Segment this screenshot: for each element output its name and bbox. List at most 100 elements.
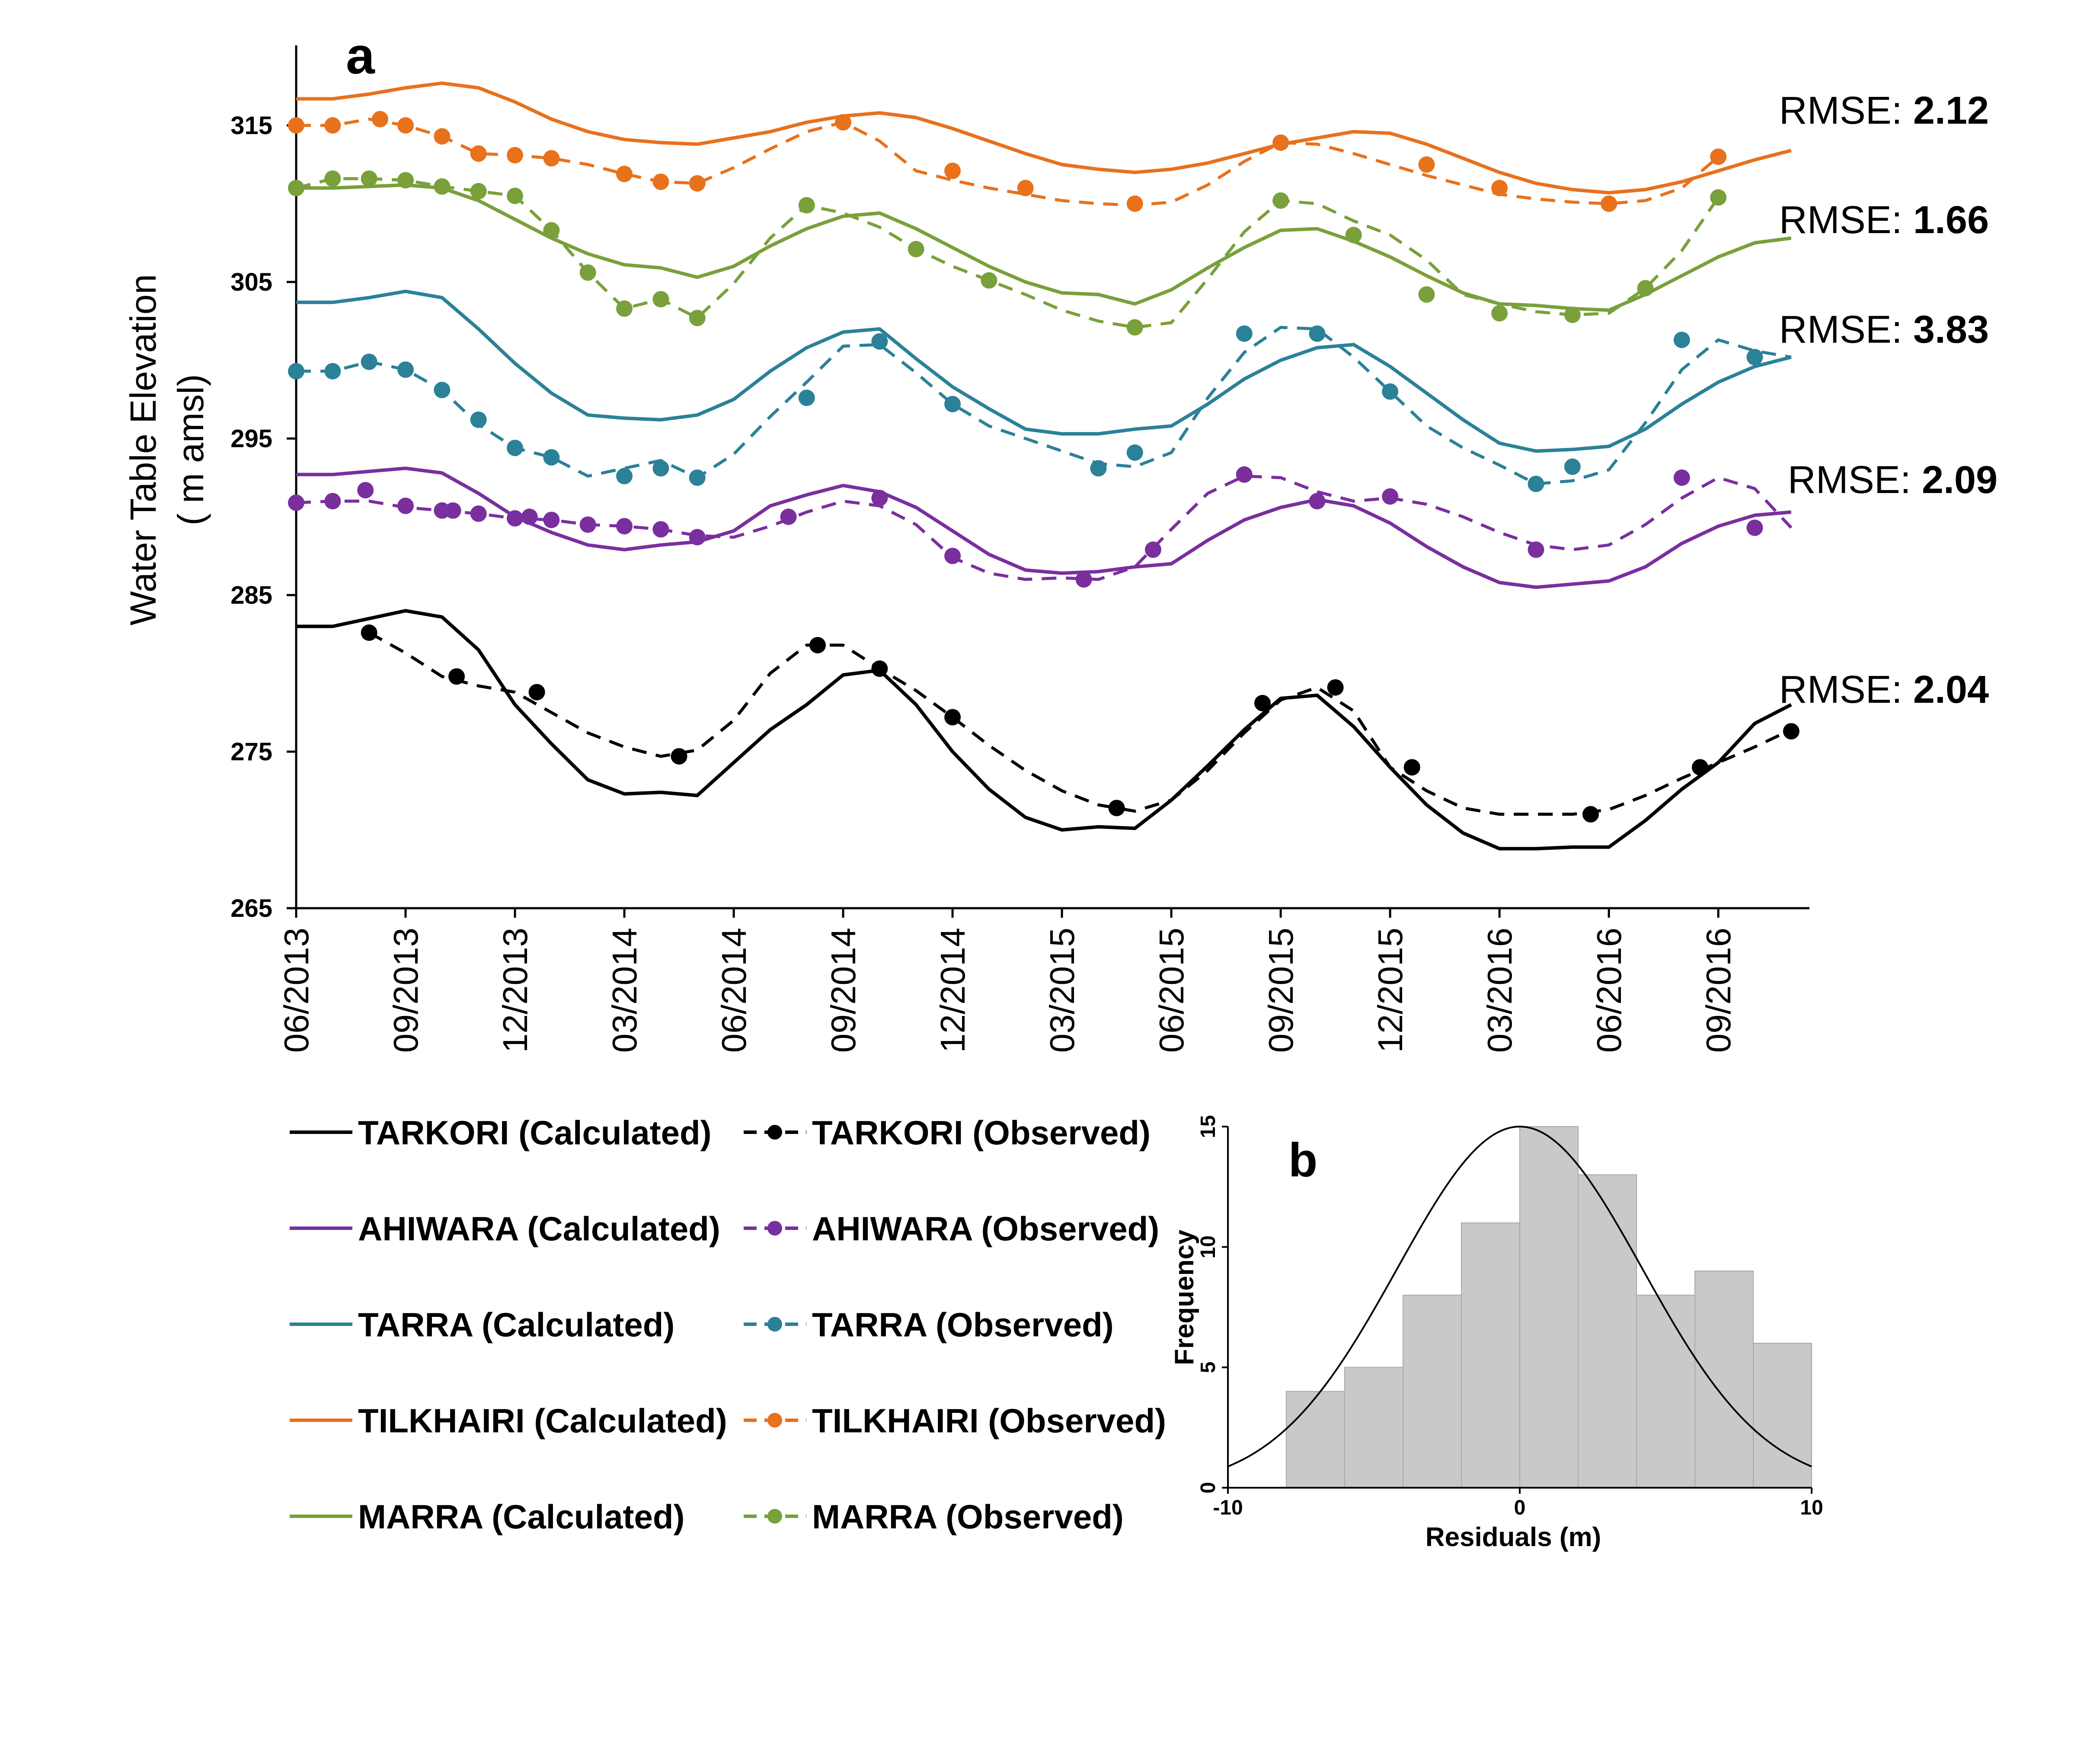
marra-observed-point bbox=[798, 197, 815, 214]
ahiwara-observed-point bbox=[1382, 488, 1399, 505]
tarkori-observed-point bbox=[361, 624, 377, 641]
x-tick-label: 09/2013 bbox=[387, 928, 425, 1053]
tilkhairi-observed-line bbox=[296, 118, 1720, 207]
ahiwara-observed-point bbox=[288, 494, 304, 511]
tarra-observed-point bbox=[434, 381, 451, 398]
ahiwara-observed-point bbox=[543, 512, 560, 528]
x-tick-label: 03/2014 bbox=[605, 928, 644, 1053]
ahiwara-observed-point bbox=[871, 490, 888, 506]
tilkhairi-observed-point bbox=[1418, 156, 1435, 173]
x-tick-label: 06/2016 bbox=[1590, 928, 1628, 1053]
histogram-bar bbox=[1403, 1294, 1462, 1489]
marra-observed-point bbox=[470, 183, 487, 200]
tarkori-observed-point bbox=[1327, 679, 1344, 696]
tilkhairi-observed-point bbox=[1126, 195, 1143, 212]
histogram-y-label: Frequency bbox=[1170, 1230, 1199, 1365]
marra-observed-point bbox=[543, 222, 560, 239]
y-axis-title: Water Table Elevation bbox=[123, 274, 163, 625]
histogram-y-tick-label: 10 bbox=[1197, 1236, 1220, 1258]
tarra-calculated-line bbox=[296, 289, 1792, 453]
ahiwara-observed-point bbox=[470, 505, 487, 522]
normal-curve-line bbox=[1227, 1125, 1812, 1467]
marra-observed-point bbox=[361, 170, 377, 187]
marra-observed-point bbox=[1272, 192, 1289, 209]
tilkhairi-observed-point bbox=[543, 150, 560, 167]
x-tick-label: 12/2013 bbox=[496, 928, 534, 1053]
tilkhairi-observed-point bbox=[1710, 148, 1727, 165]
tarkori-observed-point bbox=[1403, 759, 1420, 776]
marra-observed-point bbox=[507, 187, 524, 204]
panel-a-line-chart: a Water Table Elevation ( m amsl) 265 275… bbox=[123, 27, 1998, 1053]
tilkhairi-observed-point bbox=[835, 114, 852, 131]
ahiwara-observed-point bbox=[507, 510, 524, 527]
marra-observed-point bbox=[1126, 319, 1143, 336]
ahiwara-observed-point bbox=[1309, 493, 1326, 509]
tarra-observed-point bbox=[1673, 331, 1690, 348]
marra-observed-point bbox=[616, 300, 633, 317]
histogram-bar bbox=[1344, 1367, 1403, 1489]
tilkhairi-observed-point bbox=[288, 117, 304, 134]
marra-observed-point bbox=[908, 240, 924, 257]
x-tick-label: 09/2014 bbox=[824, 928, 863, 1053]
tilkhairi-observed-point bbox=[1272, 134, 1289, 151]
legend-label-ahiwara-calculated: AHIWARA (Calculated) bbox=[358, 1210, 720, 1248]
panel-b-label: b bbox=[1288, 1134, 1317, 1187]
panel-a-axes: 265 275 285 295 305 315 06/2013 09/2013 12/2013 0… bbox=[230, 45, 1809, 1053]
histogram-y-tick-label: 15 bbox=[1197, 1115, 1220, 1138]
marra-calculated-line bbox=[296, 183, 1792, 312]
rmse-value: 2.04 bbox=[1913, 668, 1989, 711]
legend-label-ahiwara-observed: AHIWARA (Observed) bbox=[812, 1210, 1159, 1248]
tarra-observed-point bbox=[1382, 383, 1399, 400]
x-tick-label: 09/2016 bbox=[1699, 928, 1738, 1053]
tarra-observed-point bbox=[288, 363, 304, 380]
x-tick-label: 09/2015 bbox=[1262, 928, 1300, 1053]
panel-b-histogram: b Residuals (m) Frequency 0 5 10 15 -10 0 10 bbox=[1170, 1115, 1823, 1552]
marra-observed-point bbox=[981, 272, 997, 289]
tarra-observed-point bbox=[1126, 444, 1143, 461]
histogram-y-tick-label: 5 bbox=[1197, 1361, 1220, 1373]
rmse-label: RMSE: bbox=[1779, 308, 1913, 352]
tilkhairi-observed-point bbox=[434, 128, 451, 145]
histogram-x-label: Residuals (m) bbox=[1426, 1522, 1601, 1552]
rmse-value: 3.83 bbox=[1913, 308, 1989, 352]
ahiwara-observed-line bbox=[296, 474, 1793, 581]
histogram-bar bbox=[1461, 1222, 1520, 1489]
marra-observed-point bbox=[1345, 227, 1362, 243]
ahiwara-observed-point bbox=[579, 516, 596, 533]
tarkori-observed-point bbox=[1783, 723, 1800, 740]
marra-observed-point bbox=[652, 291, 669, 307]
legend-marker-tilkhairi-observed bbox=[767, 1413, 782, 1428]
ahiwara-observed-point bbox=[397, 497, 414, 514]
x-tick-label: 12/2014 bbox=[933, 928, 972, 1053]
marra-observed-point bbox=[434, 178, 451, 195]
legend-marker-tarkori-observed bbox=[767, 1125, 782, 1140]
ahiwara-observed-point bbox=[1673, 469, 1690, 486]
tarra-observed-point bbox=[543, 449, 560, 466]
y-axis-label: Water Table Elevation ( m amsl) bbox=[123, 274, 211, 625]
tilkhairi-observed-point bbox=[689, 175, 706, 192]
tarra-observed-point bbox=[1528, 475, 1544, 492]
x-tick-label: 03/2016 bbox=[1480, 928, 1519, 1053]
rmse-label: RMSE: bbox=[1779, 199, 1913, 242]
y-tick-label: 265 bbox=[230, 894, 272, 922]
tarkori-observed-point bbox=[944, 709, 961, 726]
histogram-x-tick-label: -10 bbox=[1213, 1496, 1243, 1519]
marra-observed-line bbox=[296, 177, 1720, 329]
marra-observed-point bbox=[1710, 189, 1727, 206]
tarra-observed-point bbox=[507, 439, 524, 456]
histogram-x-tick-label: 0 bbox=[1514, 1496, 1526, 1519]
y-tick-label: 315 bbox=[230, 112, 272, 140]
tarkori-observed-point bbox=[528, 684, 545, 701]
tarkori-observed-point bbox=[1582, 806, 1599, 823]
rmse-label: RMSE: bbox=[1788, 458, 1922, 502]
ahiwara-observed-point bbox=[652, 521, 669, 538]
histogram-x-tick-label: 10 bbox=[1800, 1496, 1823, 1519]
tilkhairi-observed-point bbox=[1491, 179, 1508, 196]
ahiwara-observed-point bbox=[1236, 466, 1253, 483]
marra-observed-point bbox=[579, 264, 596, 281]
tilkhairi-observed-point bbox=[1017, 179, 1034, 196]
histogram-y-tick-label: 0 bbox=[1197, 1482, 1220, 1494]
histogram-bar bbox=[1694, 1271, 1754, 1488]
